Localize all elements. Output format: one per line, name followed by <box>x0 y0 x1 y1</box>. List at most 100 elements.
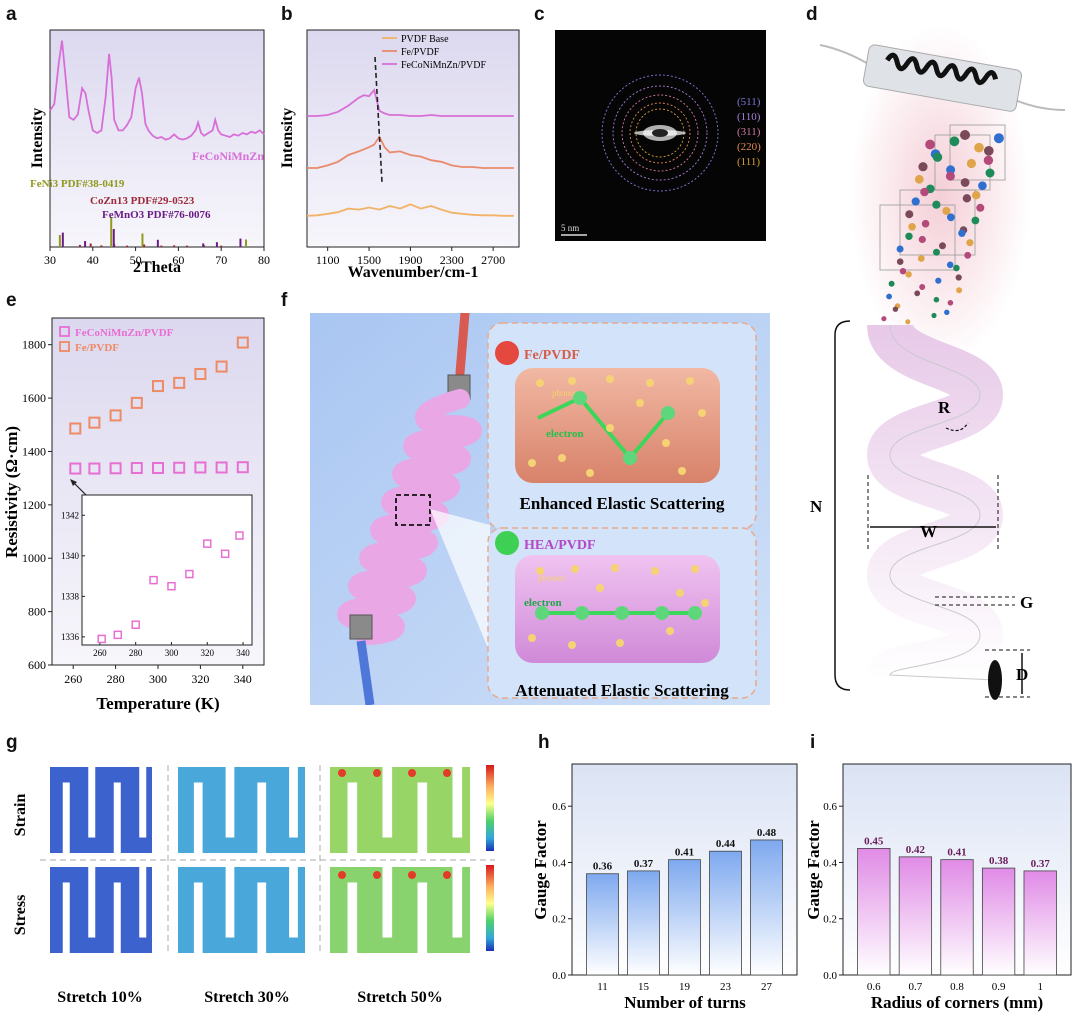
panel-g-contour-block <box>178 767 305 853</box>
panel-f-bottom-phonon-dot <box>651 567 659 575</box>
panel-e-point <box>215 461 228 474</box>
panel-d-atom <box>905 319 911 325</box>
panel-i-bar <box>1023 870 1057 976</box>
panel-c-ring-110 <box>612 85 708 181</box>
panel-i-chart: 0.0 0.2 0.4 0.6 0.45 0.6 0.42 0.7 0.41 0.8 0.38 0.9… <box>805 763 1072 1012</box>
panel-d-atom <box>962 194 972 203</box>
panel-i-bar <box>981 867 1016 976</box>
panel-f-top-electron-dot <box>623 451 637 465</box>
panel-g-contour-slot <box>62 782 70 853</box>
panel-d-atom <box>971 216 980 225</box>
panel-c-ring-label-511: (511) <box>737 96 761 108</box>
panel-f-top-electron: electron <box>546 428 584 440</box>
panel-c-diffraction: (511) (110) (311) (220) (111) 5 nm <box>555 30 766 241</box>
panel-g-contour-slot <box>347 782 358 853</box>
panel-e-point <box>130 396 143 409</box>
panel-g-contour-block <box>330 767 470 853</box>
panel-d-atom <box>933 248 940 256</box>
panel-b-shift-guide <box>374 56 383 183</box>
panel-f-top-phonon-dot <box>536 379 544 387</box>
panel-e-ytick-label: 800 <box>28 605 46 619</box>
panel-i-bar <box>940 859 974 976</box>
panel-d-radius-arc <box>945 422 969 432</box>
panel-g-contour-slot <box>225 867 235 938</box>
panel-f-top-electron-dot <box>661 406 675 420</box>
panel-label-c: c <box>534 4 545 25</box>
panel-f-bottom-caption: Attenuated Elastic Scattering <box>515 681 729 700</box>
panel-a-xtick-label: 80 <box>258 253 270 267</box>
panel-f-wire-top <box>455 313 470 378</box>
panel-e-inset-point <box>97 634 106 644</box>
panel-c-scale-label: 5 nm <box>561 223 579 233</box>
panel-f-bottom-electron-dot <box>575 606 589 620</box>
panel-h-xtick-label: 19 <box>679 981 691 993</box>
panel-g-contour-slot <box>382 867 393 938</box>
panel-c-ring-label-311: (311) <box>737 126 761 138</box>
panel-f-top-phonon-dot <box>678 467 686 475</box>
panel-c-ring-220 <box>629 102 691 164</box>
panel-b-chart: PVDF Base Fe/PVDF FeCoNiMnZn/PVDF 1100 1500… <box>279 29 520 281</box>
panel-e-ytick-label: 1200 <box>22 498 46 512</box>
panel-i-bar <box>857 848 891 976</box>
panel-h-value-label: 0.36 <box>593 861 613 873</box>
panel-e-inset-point <box>149 575 158 585</box>
panel-e-point <box>69 462 82 475</box>
panel-e-inset-point <box>131 620 140 629</box>
panel-f-smile-face-icon <box>495 531 519 555</box>
panel-h-bar <box>627 870 660 976</box>
panel-f-bottom-phonon-dot <box>701 599 709 607</box>
panel-b-series-line <box>307 88 514 117</box>
panel-g-contour-slot <box>88 767 96 838</box>
panel-d-atom <box>917 255 925 262</box>
panel-g-hotspot <box>443 769 451 777</box>
panel-e-point <box>194 368 207 381</box>
panel-e-xtick-label: 300 <box>149 672 167 686</box>
panel-h-ytick-label: 0.0 <box>552 970 566 982</box>
panel-h-value-label: 0.37 <box>634 858 654 870</box>
panel-f-bottom-phonon-dot <box>571 565 579 573</box>
panel-e-point <box>130 462 143 475</box>
panel-g-contour-block <box>178 867 305 953</box>
panel-i-value-label: 0.38 <box>989 855 1009 867</box>
panel-c-ring-511 <box>601 74 719 192</box>
panel-f-bottom-phonon-dot <box>568 641 576 649</box>
panel-f-top-phonon-dot <box>686 377 694 385</box>
panel-h-xlabel: Number of turns <box>624 993 746 1012</box>
panel-d-atom <box>914 290 921 297</box>
panel-g-contour-slot <box>225 767 235 838</box>
panel-e-ytick-label: 1800 <box>22 338 46 352</box>
panel-d-atom <box>911 197 920 206</box>
panel-d-atom <box>918 162 928 172</box>
panel-d-serpentine <box>866 321 1004 703</box>
panel-g-col-50: Stretch 50% <box>357 989 442 1006</box>
panel-e-point <box>173 376 186 389</box>
panel-f-top-phonon-dot <box>606 375 614 383</box>
panel-e-inset-point <box>185 569 194 579</box>
panel-i-xtick-label: 0.8 <box>950 981 964 993</box>
panel-a-series-line <box>49 40 265 141</box>
panel-c-beam-stop <box>652 129 668 137</box>
panel-d-atom <box>964 251 972 259</box>
panel-a-xtick-label: 40 <box>87 253 99 267</box>
panel-i-bar <box>898 856 933 976</box>
panel-h-bar <box>709 850 742 976</box>
panel-f-illustration: Fe/PVDF phonon electron Enhanced Elastic… <box>310 313 770 705</box>
panel-e-inset-xtick-label: 300 <box>165 648 179 658</box>
panel-g-row-stress: Stress <box>12 895 29 936</box>
panel-b-ylabel: Intensity <box>279 108 296 168</box>
panel-f-bottom-electron-dot <box>615 606 629 620</box>
panel-a-ylabel: Intensity <box>29 108 46 168</box>
panel-f-top-caption: Enhanced Elastic Scattering <box>520 494 725 513</box>
panel-h-bar <box>586 873 619 976</box>
panel-g-contour-slot <box>347 882 358 953</box>
panel-g-contour-block <box>50 867 152 953</box>
panel-e-inset-point <box>203 539 212 548</box>
panel-b-legend-label: Fe/PVDF <box>401 47 440 58</box>
panel-h-value-label: 0.41 <box>675 847 694 859</box>
panel-f-sad-face-icon <box>495 341 519 365</box>
panel-d-atom <box>932 152 943 162</box>
panel-i-value-label: 0.41 <box>947 847 966 859</box>
panel-d-atom <box>919 284 926 290</box>
panel-e-point <box>109 409 122 422</box>
panel-f-top-phonon-dot <box>528 459 536 467</box>
